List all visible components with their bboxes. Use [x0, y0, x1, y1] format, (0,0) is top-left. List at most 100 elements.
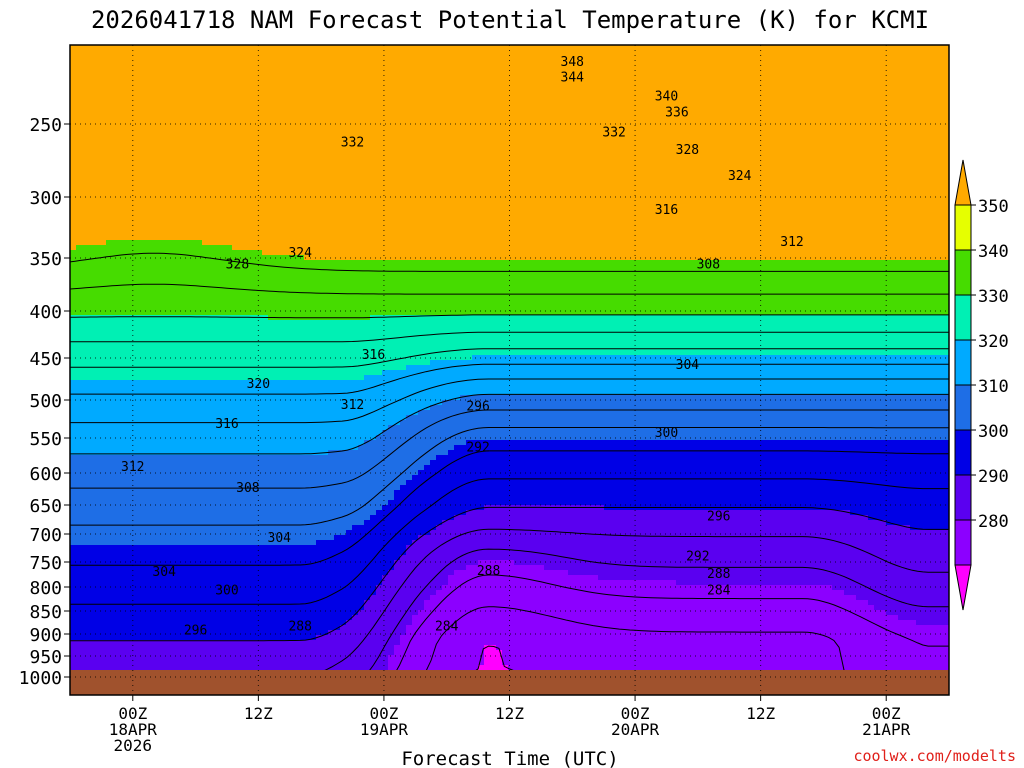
theta-band-cell: [256, 370, 263, 376]
theta-band-cell: [124, 60, 131, 66]
theta-band-cell: [220, 480, 227, 486]
theta-band-cell: [94, 455, 101, 461]
theta-band-cell: [214, 280, 221, 286]
theta-band-cell: [130, 410, 137, 416]
theta-band-cell: [160, 60, 167, 66]
theta-band-cell: [178, 595, 185, 601]
theta-band-cell: [286, 565, 293, 571]
theta-band-cell: [82, 45, 89, 51]
theta-band-cell: [220, 225, 227, 231]
theta-band-cell: [148, 500, 155, 506]
theta-band-cell: [178, 240, 185, 246]
theta-band-cell: [280, 665, 287, 671]
theta-band-cell: [178, 520, 185, 526]
theta-band-cell: [226, 610, 233, 616]
theta-band-cell: [286, 205, 293, 211]
theta-band-cell: [70, 450, 77, 456]
theta-band-cell: [208, 235, 215, 241]
theta-band-cell: [202, 105, 209, 111]
theta-band-cell: [82, 325, 89, 331]
theta-band-cell: [178, 555, 185, 561]
theta-band-cell: [268, 605, 275, 611]
theta-band-cell: [130, 345, 137, 351]
theta-band-cell: [256, 540, 263, 546]
theta-band-cell: [136, 490, 143, 496]
theta-band-cell: [190, 230, 197, 236]
theta-band-cell: [130, 145, 137, 151]
theta-band-cell: [94, 170, 101, 176]
theta-band-cell: [274, 270, 281, 276]
theta-band-cell: [286, 130, 293, 136]
theta-band-cell: [88, 200, 95, 206]
theta-band-cell: [286, 590, 293, 596]
theta-band-cell: [148, 175, 155, 181]
theta-band-cell: [142, 575, 149, 581]
theta-band-cell: [112, 185, 119, 191]
theta-band-cell: [208, 590, 215, 596]
theta-band-cell: [280, 445, 287, 451]
theta-band-cell: [244, 110, 251, 116]
theta-band-cell: [136, 500, 143, 506]
theta-band-cell: [166, 160, 173, 166]
theta-band-cell: [106, 50, 113, 56]
theta-band-cell: [250, 545, 257, 551]
theta-band-cell: [166, 195, 173, 201]
theta-band-cell: [118, 320, 125, 326]
theta-band-cell: [148, 90, 155, 96]
theta-band-cell: [226, 640, 233, 646]
theta-band-cell: [250, 520, 257, 526]
theta-band-cell: [286, 95, 293, 101]
theta-band-cell: [196, 530, 203, 536]
theta-band-cell: [154, 425, 161, 431]
theta-band-cell: [172, 280, 179, 286]
theta-band-cell: [256, 170, 263, 176]
theta-band-cell: [274, 375, 281, 381]
theta-band-cell: [178, 220, 185, 226]
theta-band-cell: [160, 95, 167, 101]
theta-band-cell: [76, 130, 83, 136]
theta-band-cell: [232, 215, 239, 221]
theta-band-cell: [148, 195, 155, 201]
theta-band-cell: [136, 575, 143, 581]
theta-band-cell: [256, 265, 263, 271]
theta-band-cell: [106, 305, 113, 311]
theta-band-cell: [82, 160, 89, 166]
theta-band-cell: [100, 560, 107, 566]
theta-band-cell: [274, 230, 281, 236]
theta-band-cell: [118, 375, 125, 381]
theta-band-cell: [172, 550, 179, 556]
theta-band-cell: [262, 490, 269, 496]
theta-band-cell: [220, 60, 227, 66]
theta-band-cell: [238, 440, 245, 446]
theta-band-cell: [184, 590, 191, 596]
theta-band-cell: [256, 95, 263, 101]
theta-band-cell: [88, 350, 95, 356]
theta-band-cell: [142, 190, 149, 196]
theta-band-cell: [238, 600, 245, 606]
theta-band-cell: [226, 330, 233, 336]
theta-band-cell: [166, 520, 173, 526]
theta-band-cell: [220, 200, 227, 206]
theta-band-cell: [190, 560, 197, 566]
theta-band-cell: [88, 505, 95, 511]
theta-band-cell: [148, 600, 155, 606]
theta-band-cell: [274, 90, 281, 96]
theta-band-cell: [130, 540, 137, 546]
theta-band-cell: [274, 615, 281, 621]
theta-band-cell: [124, 310, 131, 316]
theta-band-cell: [238, 50, 245, 56]
theta-band-cell: [268, 270, 275, 276]
theta-band-cell: [148, 430, 155, 436]
theta-band-cell: [244, 660, 251, 666]
theta-band-cell: [94, 285, 101, 291]
theta-band-cell: [292, 515, 299, 521]
theta-band-cell: [190, 490, 197, 496]
theta-band-cell: [142, 115, 149, 121]
theta-band-cell: [184, 525, 191, 531]
theta-band-cell: [124, 410, 131, 416]
theta-band-cell: [82, 495, 89, 501]
theta-band-cell: [226, 490, 233, 496]
theta-band-cell: [160, 460, 167, 466]
theta-band-cell: [244, 180, 251, 186]
theta-band-cell: [88, 145, 95, 151]
